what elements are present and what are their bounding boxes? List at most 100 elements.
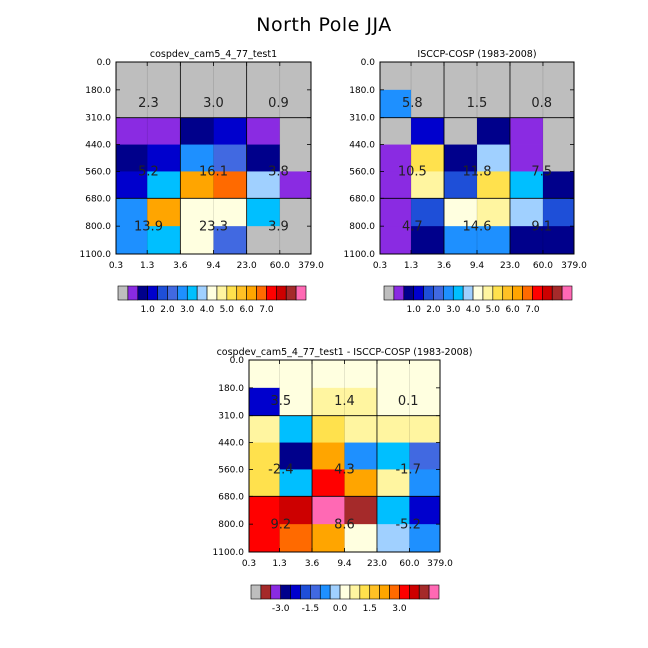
y-tick-label: 560.0 <box>218 465 244 475</box>
colorbar-label: 4.0 <box>466 305 481 315</box>
cell-value-label: 8.6 <box>334 518 355 533</box>
heatmap-cell <box>116 62 148 91</box>
colorbar-label: 2.0 <box>426 305 441 315</box>
heatmap-cell <box>180 62 214 91</box>
x-tick-label: 1.3 <box>140 261 154 271</box>
heatmap-cell <box>376 415 410 443</box>
colorbar-swatch <box>250 584 262 600</box>
cell-value-label: 0.1 <box>398 394 419 409</box>
x-tick-label: 1.3 <box>272 559 286 569</box>
heatmap-cell <box>249 415 280 443</box>
heatmap-cell <box>312 524 345 553</box>
colorbar-swatch <box>551 285 563 301</box>
x-tick-label: 23.0 <box>237 261 257 271</box>
heatmap-cell <box>279 117 312 145</box>
colorbar-label: 6.0 <box>505 305 520 315</box>
y-tick-label: 310.0 <box>85 114 111 124</box>
heatmap-cell <box>213 198 248 227</box>
heatmap-cell <box>147 89 181 119</box>
y-tick-label: 180.0 <box>218 384 244 394</box>
colorbar-swatch <box>167 285 178 301</box>
colorbar-swatch <box>443 285 454 301</box>
cell-value-label: 0.9 <box>268 96 289 111</box>
cell-value-label: -1.7 <box>395 463 420 478</box>
colorbar-swatch <box>329 584 341 600</box>
x-tick-label: 9.4 <box>470 261 485 271</box>
heatmap-cell <box>380 171 412 199</box>
heatmap-cell <box>409 524 441 553</box>
colorbar: -3.0 -1.5 0.0 1.5 3.0 <box>250 584 440 614</box>
heatmap-cell <box>344 442 378 470</box>
heatmap-cell <box>411 226 445 255</box>
colorbar-swatch <box>349 584 361 600</box>
x-tick-label: 60.0 <box>533 261 553 271</box>
x-tick-label: 9.4 <box>337 559 352 569</box>
cell-value-label: 10.5 <box>398 165 427 180</box>
x-tick-label: 1.3 <box>404 261 418 271</box>
x-tick-label: 23.0 <box>367 559 387 569</box>
colorbar-swatch <box>285 285 297 301</box>
colorbar-swatch <box>389 584 400 600</box>
heatmap-cell <box>312 387 345 417</box>
heatmap-cell <box>147 171 181 199</box>
heatmap-cell <box>380 226 412 255</box>
y-tick-label: 800.0 <box>218 520 244 530</box>
heatmap-cell <box>180 198 214 227</box>
heatmap-cell <box>312 496 345 525</box>
heatmap-cell <box>542 89 575 119</box>
x-tick-label: 60.0 <box>399 559 419 569</box>
heatmap-cell <box>376 469 410 497</box>
heatmap-cell <box>180 117 214 145</box>
colorbar-swatch <box>310 584 321 600</box>
heatmap-panel-1: cospdev_cam5_4_77_test1 0.3 1.3 3.6 9.4 23.0 6… <box>80 49 325 315</box>
cell-value-label: 5.8 <box>402 96 423 111</box>
y-tick-label: 440.0 <box>218 439 244 449</box>
colorbar-swatch <box>512 285 523 301</box>
cell-value-label: 5.2 <box>138 165 159 180</box>
heatmap-cell <box>279 415 313 443</box>
heatmap-cell <box>312 469 345 497</box>
heatmap-cell <box>246 117 281 145</box>
colorbar-swatch <box>206 285 218 301</box>
heatmap-cell <box>542 62 575 91</box>
cell-value-label: 1.5 <box>467 96 488 111</box>
heatmap-cell <box>409 415 441 443</box>
x-tick-label: 0.3 <box>373 261 387 271</box>
heatmap-cell <box>246 226 281 255</box>
y-tick-label: 180.0 <box>85 86 111 96</box>
heatmap-cell <box>213 144 248 172</box>
colorbar-swatch <box>300 584 311 600</box>
heatmap-cell <box>477 62 511 91</box>
heatmap-cell <box>279 89 312 119</box>
colorbar-swatch <box>359 584 371 600</box>
heatmap-cell <box>509 117 544 145</box>
y-tick-label: 0.0 <box>361 58 376 68</box>
heatmap-cell <box>213 89 248 119</box>
heatmap-cell <box>246 198 281 227</box>
y-tick-label: 1100.0 <box>80 250 112 260</box>
heatmap-cell <box>116 144 148 172</box>
colorbar: 1.0 2.0 3.0 4.0 5.0 6.0 7.0 <box>117 285 307 315</box>
colorbar-swatch <box>472 285 484 301</box>
heatmap-cell <box>344 496 378 525</box>
colorbar-swatch <box>147 285 158 301</box>
cell-value-label: 9.2 <box>270 518 291 533</box>
heatmap-cell <box>249 469 280 497</box>
colorbar-swatch <box>290 584 301 600</box>
colorbar-swatch <box>409 584 420 600</box>
cell-value-label: 3.0 <box>203 96 224 111</box>
colorbar-label: 2.0 <box>160 305 175 315</box>
heatmap-cell <box>344 469 378 497</box>
heatmap-cell <box>279 171 312 199</box>
colorbar-label: 3.0 <box>446 305 461 315</box>
heatmap-cell <box>444 226 478 255</box>
heatmap-cell <box>249 360 280 389</box>
colorbar-swatch <box>266 285 277 301</box>
heatmap-cell <box>279 144 312 172</box>
heatmap-cell <box>411 117 445 145</box>
heatmap-cell <box>509 89 544 119</box>
heatmap-cell <box>279 62 312 91</box>
heatmap-cell <box>411 62 445 91</box>
colorbar-label: 1.0 <box>407 305 422 315</box>
y-tick-label: 310.0 <box>218 412 244 422</box>
